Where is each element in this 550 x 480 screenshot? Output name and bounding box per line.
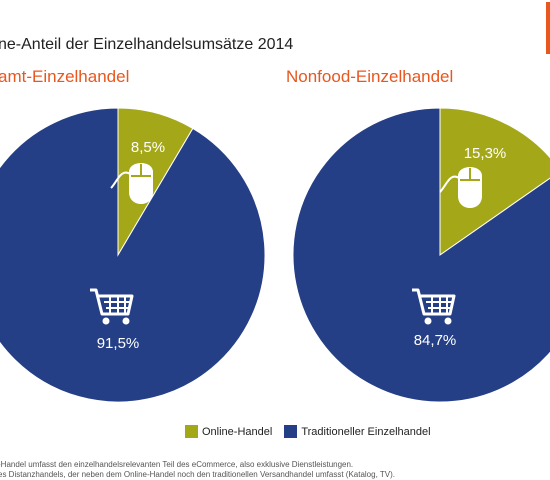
pie-slice-traditional bbox=[292, 107, 550, 403]
legend: Online-Handel Traditioneller Einzelhande… bbox=[185, 425, 443, 438]
chart-title: ne-Anteil der Einzelhandelsumsätze 2014 bbox=[0, 36, 294, 53]
legend-item-traditional: Traditioneller Einzelhandel bbox=[284, 425, 431, 438]
shopping-cart-icon bbox=[412, 288, 456, 325]
mouse-icon bbox=[439, 167, 482, 208]
legend-swatch-online bbox=[185, 425, 198, 438]
pie-slice-traditional bbox=[0, 107, 266, 403]
legend-label-online: Online-Handel bbox=[202, 425, 273, 438]
data-label-online: 15,3% bbox=[464, 145, 507, 162]
legend-swatch-traditional bbox=[284, 425, 298, 438]
data-label-traditional: 84,7% bbox=[414, 332, 457, 349]
shopping-cart-icon bbox=[90, 288, 134, 325]
data-label-traditional: 91,5% bbox=[97, 335, 140, 352]
footnote-line-2: -Handel umfasst den einzelhandelsrelevan… bbox=[0, 460, 354, 469]
pie-slice-online bbox=[439, 107, 550, 256]
pie-title-nonfood: Nonfood-Einzelhandel bbox=[286, 67, 454, 86]
pie-title-gesamt: amt-Einzelhandel bbox=[0, 67, 130, 86]
mouse-icon bbox=[110, 163, 153, 204]
data-label-online: 8,5% bbox=[131, 139, 165, 156]
legend-label-traditional: Traditioneller Einzelhandel bbox=[301, 425, 431, 438]
accent-bar bbox=[546, 2, 550, 54]
legend-item-online: Online-Handel bbox=[185, 425, 272, 438]
footnote-line-3: es Distanzhandels, der neben dem Online-… bbox=[0, 470, 395, 479]
